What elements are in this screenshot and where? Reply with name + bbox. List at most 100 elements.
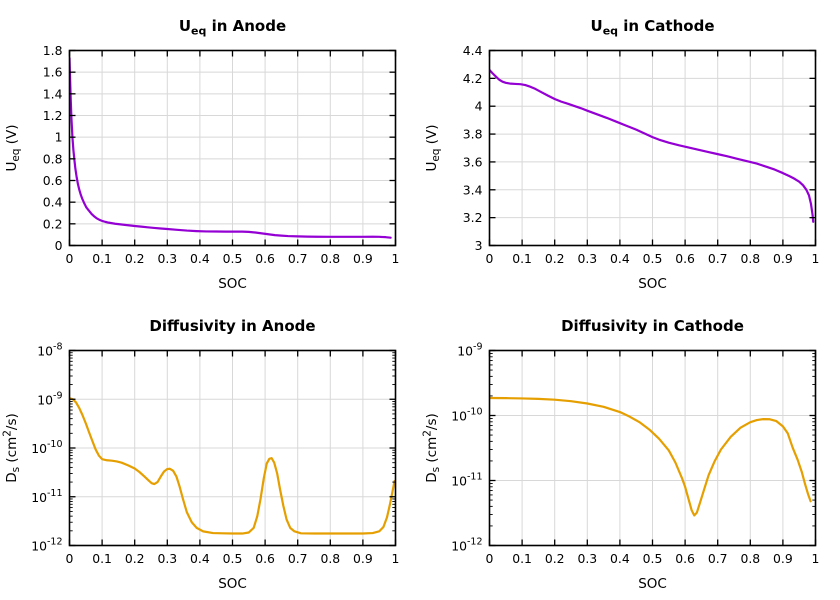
x-axis-label: SOC [218,276,247,292]
x-tick-label: 0.5 [223,251,243,266]
x-tick-label: 0.7 [288,551,308,566]
y-tick-label: 10-8 [37,342,62,359]
y-tick-label: 10-9 [457,342,482,359]
chart-title: Diffusivity in Anode [149,317,315,335]
y-axis-label: Ueq (V) [424,124,442,171]
x-tick-label: 1 [392,551,400,566]
y-tick-label: 1.4 [43,86,63,101]
x-axis-label: SOC [638,576,667,592]
y-tick-label: 3.4 [463,182,483,197]
x-tick-label: 0.8 [320,551,340,566]
x-tick-label: 1 [812,251,820,266]
x-tick-label: 1 [812,551,820,566]
x-tick-label: 0.9 [773,551,793,566]
x-tick-label: 0.9 [773,251,793,266]
y-tick-label: 3 [475,238,483,253]
chart-title: Diffusivity in Cathode [561,317,744,335]
x-tick-label: 0.4 [190,551,210,566]
x-tick-label: 0.2 [545,551,565,566]
plot-border [68,349,397,547]
ueq-cathode-chart: 0 0.1 0.2 0.3 0.4 0.5 0.6 0.7 0.8 0.9 1 3 3.2 3.4 3.6 3… [424,17,820,292]
y-tick-label: 0.4 [43,195,63,210]
panel-diffusivity-anode: 0 0.1 0.2 0.3 0.4 0.5 0.6 0.7 0.8 0.9 1 10-12 10-11 1… [0,300,420,600]
x-tick-label: 0 [486,551,494,566]
grid [489,350,816,546]
y-tick-label: 4.2 [463,71,483,86]
x-tick-label: 0.2 [125,551,145,566]
x-tick-label: 0.1 [512,551,532,566]
diffusivity-anode-chart: 0 0.1 0.2 0.3 0.4 0.5 0.6 0.7 0.8 0.9 1 10-12 10-11 1… [2,317,400,592]
x-tick-label: 0.9 [353,551,373,566]
x-tick-label: 0 [486,251,494,266]
x-tick-label: 0.1 [512,251,532,266]
x-tick-label: 0.1 [92,551,112,566]
x-tick-label: 0.6 [255,251,275,266]
x-tick-label: 0.6 [675,251,695,266]
x-tick-label: 0.8 [740,251,760,266]
x-tick-label: 0.8 [740,551,760,566]
x-tick-label: 0.4 [610,251,630,266]
x-tick-label: 0.6 [255,551,275,566]
x-tick-label: 0.5 [643,251,663,266]
y-tick-label: 0.6 [43,173,63,188]
ueq-anode-series-line [69,56,392,239]
x-axis-label: SOC [638,276,667,292]
y-axis-label: Ds (cm2/s) [422,413,443,483]
grid [69,50,396,246]
diffusivity-cathode-series-line [489,396,812,517]
y-tick-label: 10-12 [451,537,482,554]
y-tick-label: 4.4 [463,43,483,58]
y-tick-label: 3.2 [463,210,483,225]
x-tick-label: 0.4 [610,551,630,566]
diffusivity-cathode-chart: 0 0.1 0.2 0.3 0.4 0.5 0.6 0.7 0.8 0.9 1 10-12 10-11 1… [422,317,820,592]
y-tick-label: 10-11 [451,472,482,489]
grid [69,350,396,546]
x-tick-label: 0.7 [708,551,728,566]
x-tick-label: 0.3 [157,551,177,566]
y-tick-label: 1.2 [43,108,63,123]
x-tick-label: 0.5 [223,551,243,566]
y-tick-label: 10-10 [451,407,482,424]
ueq-cathode-series-line [489,68,815,223]
chart-title: Ueq in Cathode [591,17,715,38]
grid [489,50,816,246]
x-tick-label: 1 [392,251,400,266]
x-tick-label: 0.3 [157,251,177,266]
x-tick-label: 0.4 [190,251,210,266]
x-tick-label: 0.3 [577,251,597,266]
plot-border [68,49,397,247]
x-tick-label: 0.9 [353,251,373,266]
y-tick-label: 10-10 [31,439,62,456]
x-tick-label: 0.7 [288,251,308,266]
panel-ueq-anode: 0 0.1 0.2 0.3 0.4 0.5 0.6 0.7 0.8 0.9 1 0 0.2 0.4 0.6 0… [0,0,420,300]
x-tick-label: 0.2 [125,251,145,266]
y-axis-label: Ds (cm2/s) [2,413,23,483]
y-tick-label: 0.2 [43,216,63,231]
x-tick-label: 0 [66,251,74,266]
y-axis-label: Ueq (V) [4,124,22,171]
y-tick-label: 1.6 [43,65,63,80]
y-tick-label: 4 [475,99,483,114]
x-tick-label: 0.5 [643,551,663,566]
plot-border [488,349,817,547]
x-tick-label: 0.6 [675,551,695,566]
x-tick-label: 0 [66,551,74,566]
diffusivity-anode-series-line [69,397,396,535]
y-tick-label: 3.8 [463,127,483,142]
y-tick-label: 0.8 [43,151,63,166]
x-tick-label: 0.2 [545,251,565,266]
y-tick-label: 10-11 [31,488,62,505]
chart-title: Ueq in Anode [179,17,286,38]
x-tick-label: 0.8 [320,251,340,266]
plot-border [488,49,817,247]
x-axis-label: SOC [218,576,247,592]
panel-ueq-cathode: 0 0.1 0.2 0.3 0.4 0.5 0.6 0.7 0.8 0.9 1 3 3.2 3.4 3.6 3… [420,0,840,300]
y-tick-label: 3.6 [463,154,483,169]
panel-diffusivity-cathode: 0 0.1 0.2 0.3 0.4 0.5 0.6 0.7 0.8 0.9 1 10-12 10-11 1… [420,300,840,600]
y-tick-label: 10-12 [31,537,62,554]
ueq-anode-chart: 0 0.1 0.2 0.3 0.4 0.5 0.6 0.7 0.8 0.9 1 0 0.2 0.4 0.6 0… [4,17,400,292]
y-tick-label: 1 [55,130,63,145]
y-tick-label: 0 [55,238,63,253]
x-tick-label: 0.7 [708,251,728,266]
